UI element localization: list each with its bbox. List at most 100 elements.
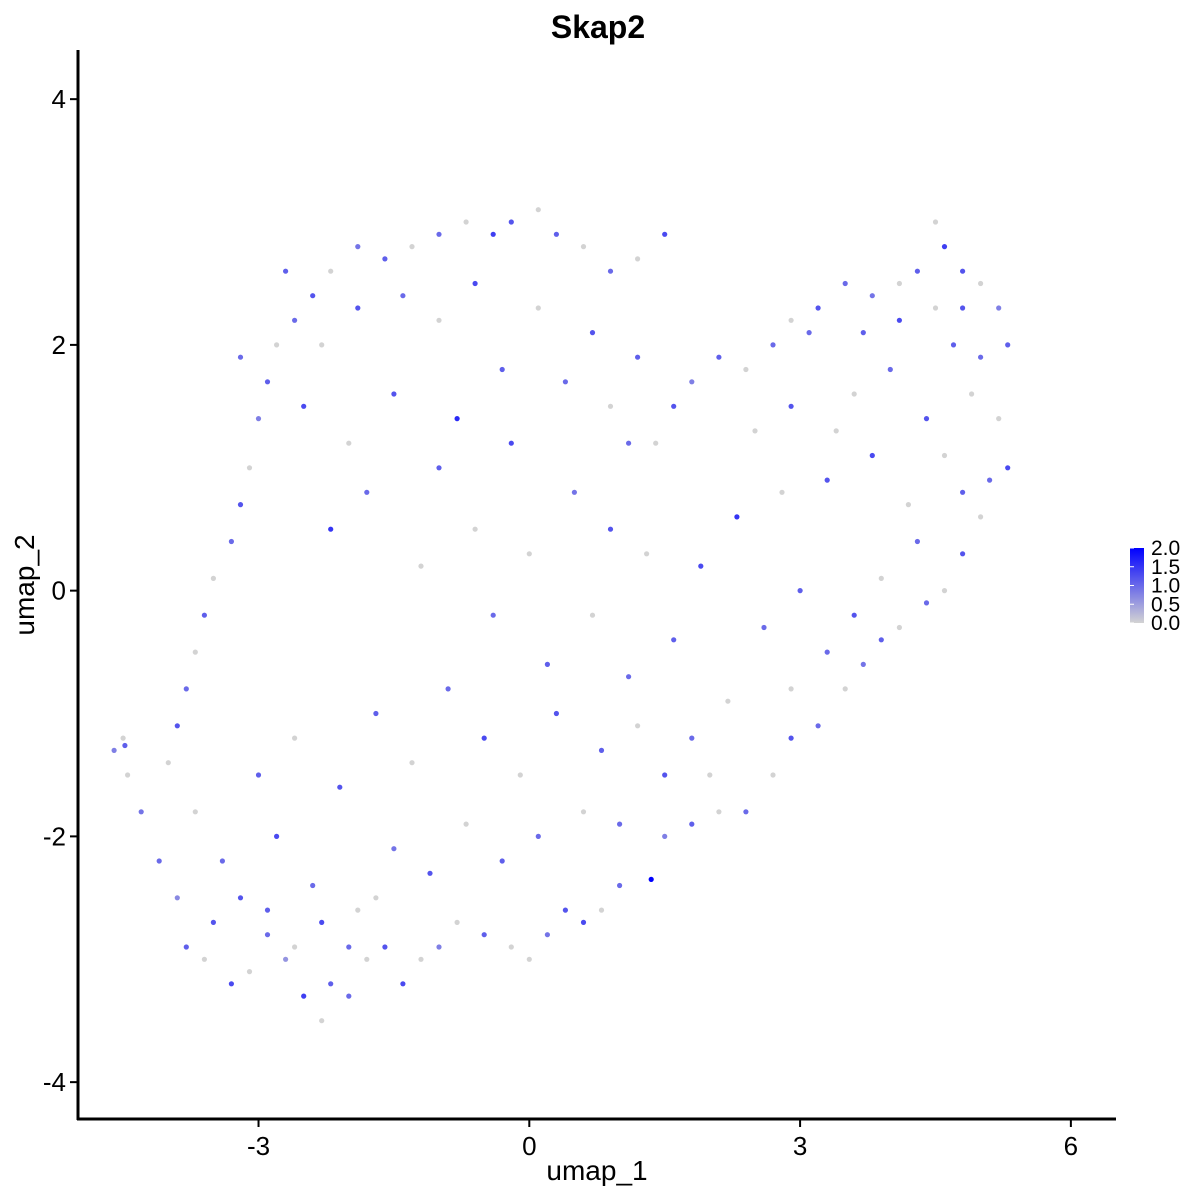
data-point [237, 895, 244, 901]
data-point [499, 858, 505, 864]
data-point [923, 416, 930, 422]
data-point [562, 379, 569, 385]
x-tick-label: 3 [793, 1131, 807, 1161]
data-point [183, 944, 189, 950]
data-point [201, 612, 207, 618]
data-point [436, 317, 442, 323]
data-point [192, 649, 198, 655]
data-point [960, 551, 966, 557]
data-point [346, 440, 352, 446]
data-point [941, 244, 948, 250]
data-point [481, 735, 487, 741]
data-point [544, 932, 551, 938]
data-point [246, 465, 253, 471]
data-point [382, 256, 388, 262]
data-point [689, 735, 695, 741]
x-axis-label: umap_1 [546, 1155, 647, 1186]
data-point [842, 280, 848, 287]
data-point [553, 231, 560, 237]
data-point [508, 440, 514, 446]
data-point [950, 342, 957, 348]
data-point [923, 600, 930, 606]
data-point [427, 870, 433, 876]
data-point [653, 440, 659, 446]
data-point [237, 354, 244, 360]
data-point [319, 919, 325, 926]
data-point [237, 502, 244, 508]
data-point [436, 231, 442, 237]
data-point [346, 944, 352, 950]
data-point [689, 379, 695, 385]
data-point [246, 969, 253, 975]
data-point [978, 280, 984, 287]
data-point [264, 932, 271, 938]
data-point [319, 1018, 325, 1024]
data-point [842, 686, 848, 692]
data-point [887, 366, 893, 373]
data-point [264, 379, 271, 385]
data-point [526, 956, 532, 962]
data-point [978, 514, 984, 520]
data-point [228, 538, 234, 545]
data-point [743, 809, 749, 815]
data-point [526, 551, 532, 557]
data-point [960, 305, 966, 311]
data-point [960, 268, 966, 274]
data-point [364, 489, 370, 495]
data-point [851, 391, 857, 397]
legend-tick-label: 2.0 [1151, 537, 1180, 560]
data-point [355, 305, 361, 311]
data-point [111, 747, 117, 754]
data-point [192, 809, 198, 815]
y-tick-label: -2 [43, 821, 66, 851]
data-point [797, 588, 803, 594]
data-point [328, 268, 334, 274]
data-point [472, 526, 478, 532]
data-point [589, 330, 596, 336]
data-point [1005, 342, 1011, 348]
data-point [210, 575, 216, 582]
data-point [454, 416, 460, 422]
data-point [301, 403, 307, 409]
legend-tick-label: 1.0 [1151, 575, 1180, 598]
data-point [391, 391, 397, 397]
y-tick-label: 2 [52, 330, 66, 360]
data-point [310, 882, 316, 889]
data-point [454, 919, 460, 926]
data-point [607, 526, 614, 532]
data-point [635, 354, 641, 360]
data-point [833, 428, 839, 434]
data-point [960, 489, 966, 495]
data-point [337, 784, 343, 790]
data-point [535, 833, 541, 840]
data-point [779, 489, 785, 495]
data-point [869, 293, 875, 299]
data-point [644, 551, 650, 557]
x-tick-label: -3 [247, 1131, 270, 1161]
data-point [914, 538, 921, 545]
data-point [662, 231, 668, 237]
data-point [535, 305, 541, 311]
data-point [635, 723, 641, 729]
color-legend: 0.00.51.01.52.0 [1130, 537, 1180, 635]
data-point [364, 956, 370, 962]
data-point [562, 907, 569, 913]
data-point [463, 821, 469, 827]
data-point [815, 305, 821, 311]
data-point [125, 772, 131, 778]
y-tick-label: 0 [52, 576, 66, 606]
data-point [355, 907, 361, 913]
data-point [120, 735, 126, 741]
data-point [580, 244, 587, 250]
data-point [283, 956, 289, 962]
data-point [770, 342, 776, 348]
data-point [987, 477, 993, 483]
data-point [860, 661, 866, 668]
data-point [689, 821, 695, 827]
data-point [905, 502, 912, 508]
data-point [553, 710, 560, 717]
data-point [716, 354, 722, 360]
data-point [580, 809, 587, 815]
data-point [174, 723, 180, 729]
data-point [598, 747, 605, 754]
